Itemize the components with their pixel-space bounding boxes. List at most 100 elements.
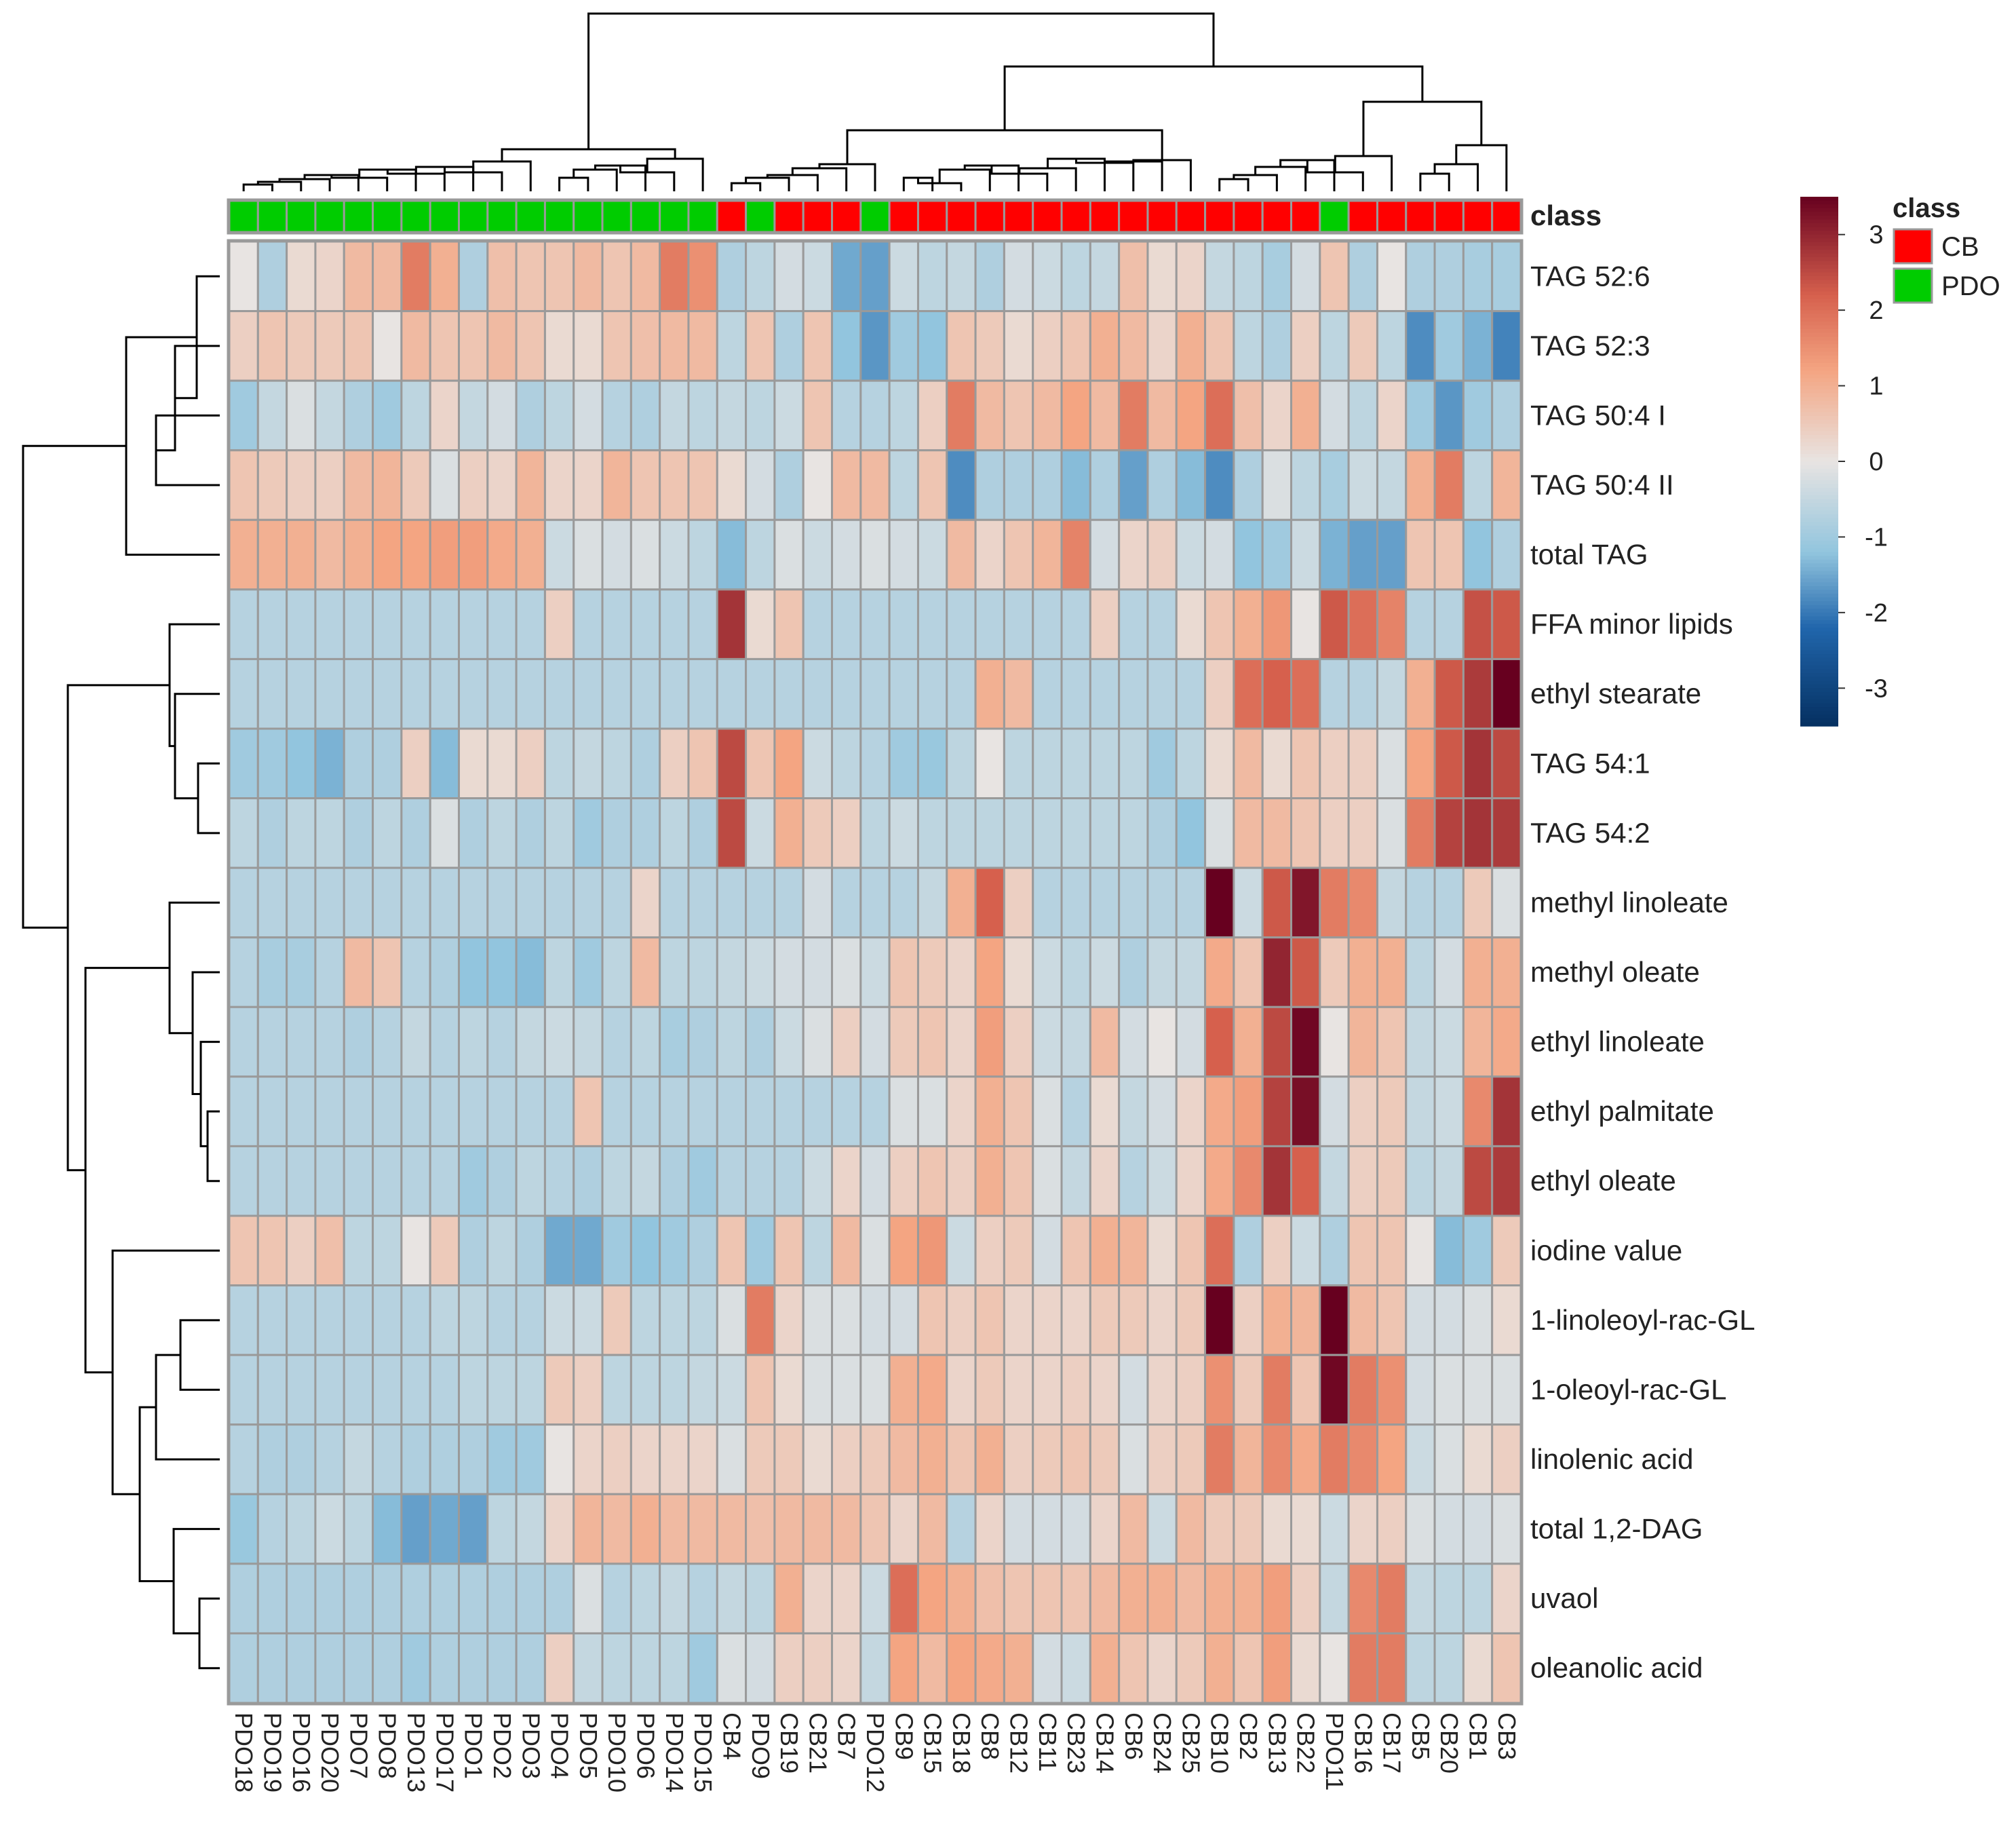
dendrogram-branch [199, 1041, 220, 1147]
heatmap-cell [974, 866, 1005, 939]
heatmap-cell [457, 379, 489, 452]
heatmap-cell [1118, 1145, 1149, 1217]
heatmap-cell [256, 1493, 288, 1565]
heatmap-cell [859, 1493, 891, 1565]
heatmap-cell [687, 797, 718, 869]
heatmap-cell [343, 518, 374, 591]
heatmap-cell [687, 1632, 718, 1704]
heatmap-cell [745, 588, 776, 660]
row-label: methyl linoleate [1530, 886, 1728, 918]
heatmap-cell [831, 1214, 862, 1287]
heatmap-cell [486, 936, 518, 1008]
heatmap-cell [1376, 1284, 1408, 1356]
heatmap-cell [1347, 1493, 1378, 1565]
heatmap-cell [831, 1563, 862, 1634]
colorbar-segment [1800, 204, 1838, 209]
heatmap-cell [1405, 1005, 1436, 1078]
heatmap-cell [515, 1354, 546, 1426]
heatmap-cell [1405, 866, 1436, 939]
heatmap-cell [1233, 449, 1264, 521]
heatmap-cell [343, 936, 374, 1008]
colorbar-segment [1800, 465, 1838, 469]
heatmap-cell [1146, 797, 1178, 869]
heatmap-cell [1032, 1284, 1063, 1356]
heatmap-cell [773, 866, 805, 939]
heatmap-cell [429, 797, 460, 869]
row-label: TAG 52:3 [1530, 330, 1650, 362]
heatmap-cell [1175, 1075, 1207, 1147]
heatmap-cell [486, 1075, 518, 1147]
colorbar-segment [1800, 423, 1838, 428]
heatmap-cell [286, 240, 317, 313]
heatmap-cell [256, 727, 288, 800]
heatmap-cell [543, 1005, 575, 1078]
colorbar-segment [1800, 208, 1838, 213]
heatmap-cell [1146, 1423, 1178, 1495]
heatmap-cell [314, 1075, 345, 1147]
heatmap-cell [888, 240, 919, 313]
colorbar-segment [1800, 681, 1838, 685]
heatmap-cell [1146, 588, 1178, 660]
heatmap-cell [486, 1005, 518, 1078]
heatmap-cell [372, 588, 403, 660]
heatmap-cell [256, 1563, 288, 1634]
colorbar-segment [1800, 250, 1838, 254]
heatmap-cell [1146, 866, 1178, 939]
heatmap-cell [1032, 379, 1063, 452]
colorbar-segment [1800, 427, 1838, 432]
heatmap-cell [1261, 240, 1293, 313]
heatmap-cell [573, 1423, 604, 1495]
heatmap-cell [946, 240, 977, 313]
heatmap-cell [773, 240, 805, 313]
heatmap-cell [1290, 1005, 1321, 1078]
heatmap-cell [773, 379, 805, 452]
heatmap-cell [1146, 1075, 1178, 1147]
heatmap-cell [629, 588, 661, 660]
heatmap-cell [543, 1632, 575, 1704]
heatmap-cell [1433, 449, 1465, 521]
heatmap-cell [286, 588, 317, 660]
heatmap-cell [773, 1145, 805, 1217]
heatmap-cell [343, 657, 374, 730]
heatmap-cell [1462, 1423, 1494, 1495]
heatmap-cell [228, 1075, 259, 1147]
heatmap-cell [400, 1632, 431, 1704]
heatmap-cell [745, 1005, 776, 1078]
heatmap-cell [946, 1284, 977, 1356]
heatmap-cell [1146, 936, 1178, 1008]
heatmap-cell [802, 240, 834, 313]
heatmap-cell [486, 1493, 518, 1565]
heatmap-cell [859, 1075, 891, 1147]
dendrogram-branch [1362, 100, 1483, 156]
heatmap-cell [1405, 310, 1436, 382]
heatmap-cell [1060, 449, 1091, 521]
heatmap-cell [773, 449, 805, 521]
heatmap-cell [859, 1284, 891, 1356]
heatmap-cell [400, 1354, 431, 1426]
heatmap-cell [629, 1632, 661, 1704]
heatmap-cell [1319, 240, 1350, 313]
heatmap-cell [1204, 588, 1235, 660]
heatmap-cell [1319, 449, 1350, 521]
heatmap-cell [1319, 936, 1350, 1008]
column-label: PDO18 [230, 1712, 258, 1793]
heatmap-cell [888, 1145, 919, 1217]
heatmap-cell [1060, 797, 1091, 869]
heatmap-cell [543, 657, 575, 730]
colorbar-segment [1800, 631, 1838, 636]
heatmap-cell [372, 657, 403, 730]
heatmap-cell [1319, 588, 1350, 660]
heatmap-cell [1290, 1145, 1321, 1217]
colorbar-segment [1800, 363, 1838, 368]
heatmap-cell [286, 1354, 317, 1426]
heatmap-cell [974, 1632, 1005, 1704]
heatmap-cell [1233, 1075, 1264, 1147]
column-label: CB20 [1435, 1712, 1463, 1774]
colorbar-segment [1800, 231, 1838, 235]
heatmap-cell [314, 1284, 345, 1356]
heatmap-cell [716, 1493, 748, 1565]
class-cell [486, 199, 518, 233]
row-label: 1-linoleoyl-rac-GL [1530, 1304, 1755, 1336]
column-label: PDO20 [316, 1712, 344, 1793]
heatmap-cell [429, 1005, 460, 1078]
